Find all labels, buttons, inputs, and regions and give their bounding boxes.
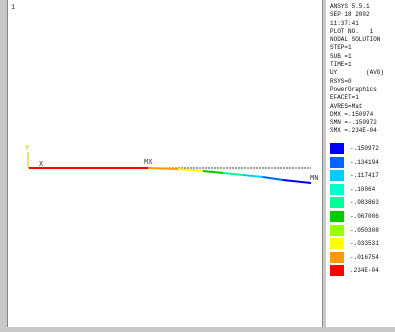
legend-label: .234E-04: [350, 267, 379, 275]
legend-label: -.033531: [350, 240, 379, 248]
legend-label: -.10064: [350, 186, 375, 194]
info-line: STEP=1: [330, 44, 384, 52]
min-label: MN: [310, 175, 318, 183]
legend-label: -.134194: [350, 159, 379, 167]
legend-label: -.016754: [350, 254, 379, 262]
legend-swatch: [330, 143, 344, 154]
legend-label: -.117417: [350, 172, 379, 180]
legend-swatch: [330, 184, 344, 195]
legend-swatch: [330, 157, 344, 168]
info-line: EFACET=1: [330, 94, 384, 102]
beam: [223, 173, 243, 175]
legend-swatch: [330, 211, 344, 222]
beam: [178, 169, 203, 171]
info-line: SMX =.234E-04: [330, 127, 384, 135]
screen: 1 Y X MX MN ANSYS 5.5.1SEP 18 200211:37:…: [0, 0, 395, 327]
info-line: ANSYS 5.5.1: [330, 3, 384, 11]
info-line: NODAL SOLUTION: [330, 36, 384, 44]
max-label: MX: [144, 159, 153, 167]
info-line: UY (AVG): [330, 69, 384, 77]
info-line: PowerGraphics: [330, 86, 384, 94]
legend-label: -.067086: [350, 213, 379, 221]
beam: [243, 175, 263, 177]
legend-swatch: [330, 170, 344, 181]
info-line: DMX =.150974: [330, 111, 384, 119]
legend-swatch: [330, 197, 344, 208]
y-axis-label: Y: [25, 145, 30, 153]
legend-swatch: [330, 225, 344, 236]
window-number: 1: [11, 4, 15, 12]
legend-swatch: [330, 252, 344, 263]
plot-window: 1 Y X MX MN: [7, 0, 323, 327]
info-line: 11:37:41: [330, 20, 384, 28]
legend-swatch: [330, 265, 344, 276]
beam: [283, 180, 311, 183]
legend-label: -.050308: [350, 227, 379, 235]
legend-swatch: [330, 238, 344, 249]
plot-canvas: 1 Y X MX MN: [8, 0, 324, 327]
info-line: SEP 18 2002: [330, 11, 384, 19]
info-line: TIME=1: [330, 61, 384, 69]
beam: [203, 171, 223, 173]
info-line: SUB =1: [330, 53, 384, 61]
info-line: RSYS=0: [330, 78, 384, 86]
legend-label: -.083863: [350, 199, 379, 207]
beam: [148, 168, 178, 169]
info-line: PLOT NO. 1: [330, 28, 384, 36]
info-line: SMN =-.150972: [330, 119, 384, 127]
beam: [263, 177, 283, 180]
info-line: AVRES=Mat: [330, 103, 384, 111]
legend-label: -.150972: [350, 145, 379, 153]
